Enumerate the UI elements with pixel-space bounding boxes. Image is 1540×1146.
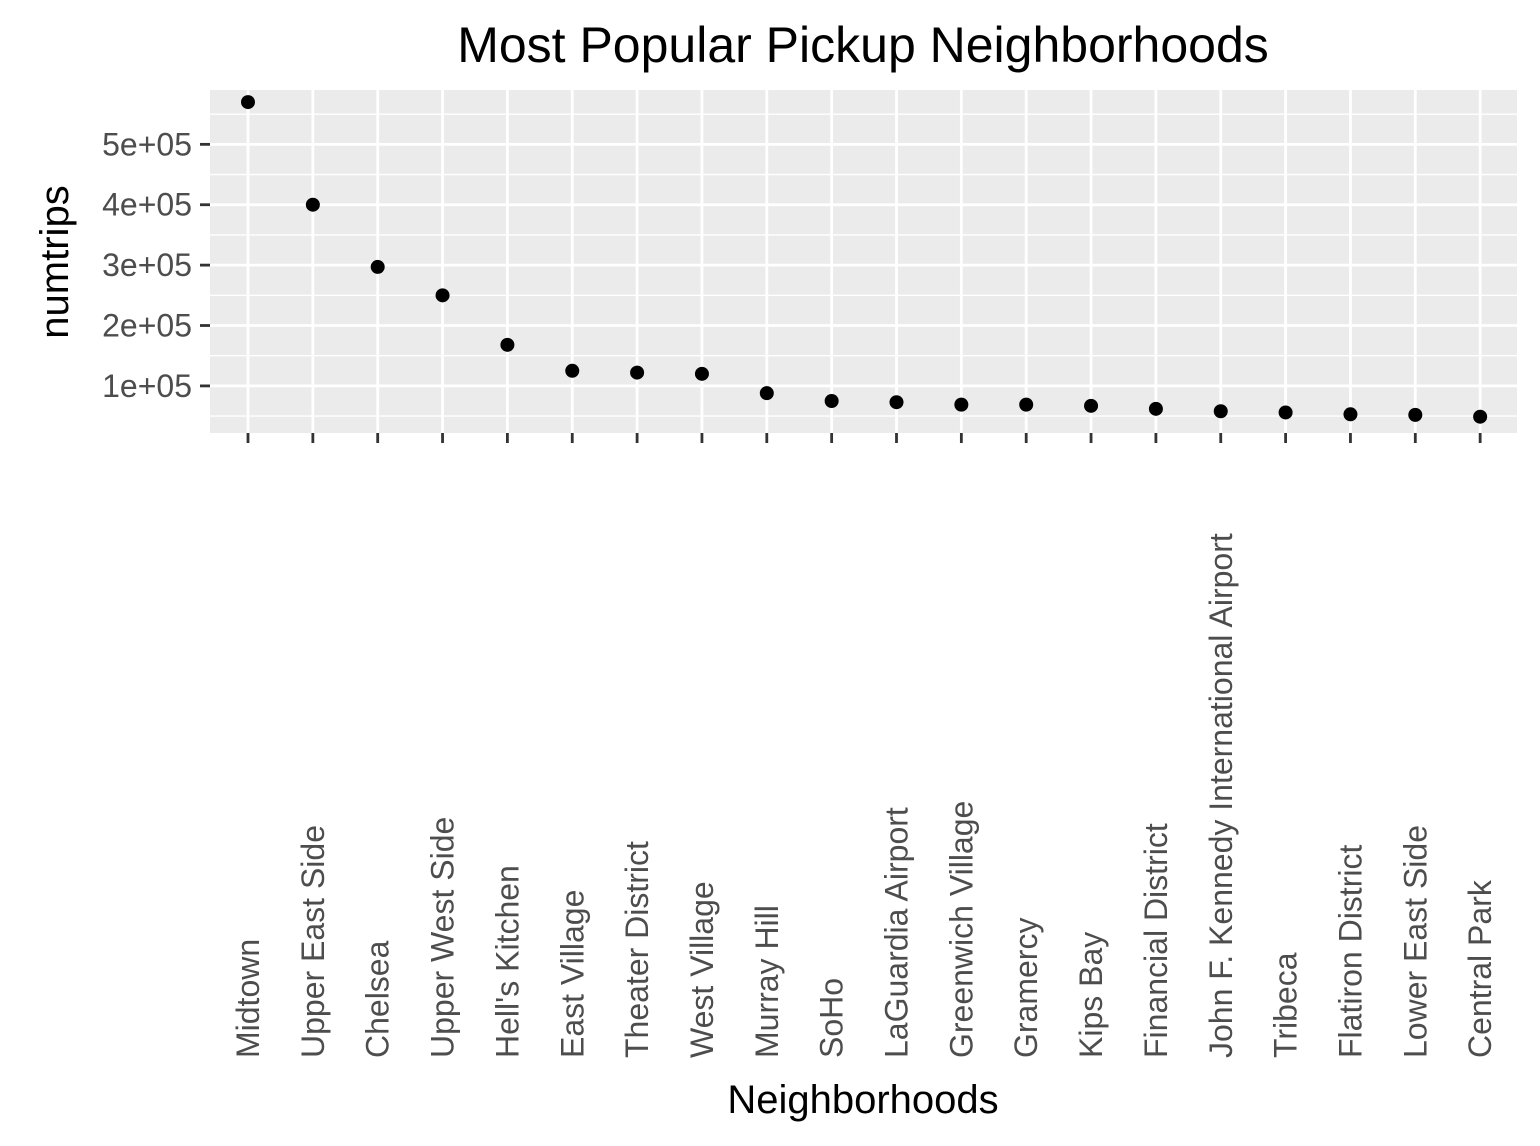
data-point-8	[759, 386, 774, 401]
x-tick-label-7: West Village	[684, 881, 720, 1058]
y-tick-label-4: 5e+05	[102, 126, 192, 162]
x-tick-label-0: Midtown	[230, 939, 266, 1058]
data-point-19	[1473, 409, 1488, 424]
x-tick-label-5: East Village	[554, 890, 590, 1058]
data-point-9	[824, 393, 839, 408]
data-point-10	[889, 395, 904, 410]
x-axis: Midtown Upper East Side Chelsea Upper West …	[230, 433, 1498, 1058]
data-point-4	[500, 337, 515, 352]
data-points	[241, 95, 1488, 424]
chart-title: Most Popular Pickup Neighborhoods	[457, 17, 1269, 73]
data-point-14	[1148, 401, 1163, 416]
y-axis: 1e+05 2e+05 3e+05 4e+05 5e+05	[102, 126, 210, 404]
x-tick-label-6: Theater District	[619, 841, 655, 1058]
x-tick-label-9: SoHo	[814, 978, 850, 1058]
x-tick-label-1: Upper East Side	[295, 825, 331, 1058]
y-tick-label-0: 1e+05	[102, 368, 192, 404]
data-point-2	[370, 259, 385, 274]
y-tick-label-1: 2e+05	[102, 308, 192, 344]
x-tick-label-17: Flatiron District	[1332, 845, 1368, 1058]
x-tick-label-3: Upper West Side	[425, 817, 461, 1058]
x-tick-label-18: Lower East Side	[1397, 825, 1433, 1058]
data-point-7	[694, 366, 709, 381]
data-point-0	[241, 95, 255, 110]
data-point-15	[1213, 404, 1228, 419]
x-tick-label-8: Murray Hill	[749, 905, 785, 1058]
data-point-5	[565, 363, 580, 378]
data-point-11	[954, 397, 969, 412]
x-tick-label-11: Greenwich Village	[943, 801, 979, 1058]
data-point-18	[1408, 407, 1423, 422]
minor-gridlines	[210, 113, 1517, 417]
x-axis-title: Neighborhoods	[727, 1078, 998, 1122]
x-tick-label-10: LaGuardia Airport	[879, 807, 915, 1058]
x-tick-label-4: Hell's Kitchen	[489, 865, 525, 1058]
data-point-1	[305, 197, 320, 212]
x-tick-label-12: Gramercy	[1008, 918, 1044, 1058]
y-tick-label-2: 3e+05	[102, 247, 192, 283]
data-point-12	[1019, 397, 1034, 412]
x-tick-label-15: John F. Kennedy International Airport	[1203, 533, 1239, 1058]
x-tick-label-13: Kips Bay	[1073, 932, 1109, 1058]
plot-panel	[210, 90, 1517, 433]
y-axis-title: numtrips	[33, 185, 77, 338]
x-tick-label-19: Central Park	[1462, 879, 1498, 1058]
data-point-17	[1343, 407, 1358, 422]
x-tick-label-16: Tribeca	[1268, 952, 1304, 1058]
data-point-16	[1278, 405, 1293, 420]
data-point-6	[630, 365, 645, 380]
y-tick-label-3: 4e+05	[102, 187, 192, 223]
data-point-13	[1084, 398, 1099, 413]
data-point-3	[435, 288, 450, 303]
x-tick-label-14: Financial District	[1138, 823, 1174, 1058]
x-tick-label-2: Chelsea	[360, 940, 396, 1058]
